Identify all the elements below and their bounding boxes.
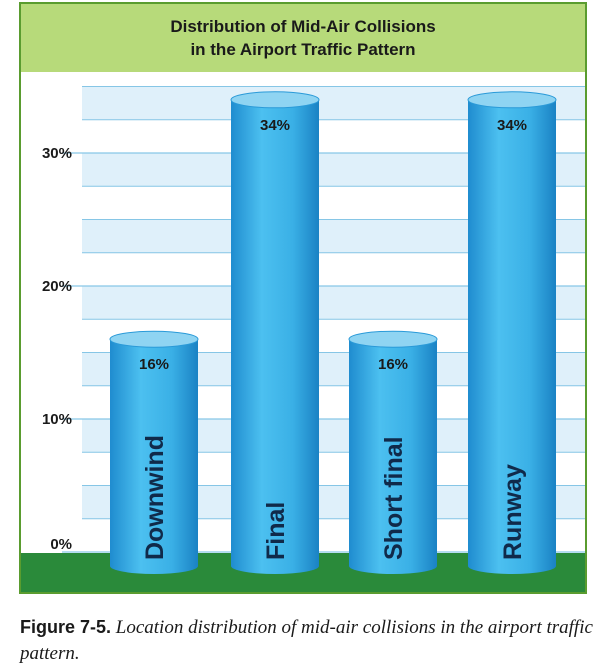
bar-body [231,99,319,575]
y-tick-label: 30% [42,145,72,162]
bar-cap [348,330,438,348]
bar-cap [109,330,199,348]
bar-body [349,339,437,574]
bars: 16% Downwind 34% Final 16% Short final 34% Runw… [109,91,557,575]
title-band [21,4,585,72]
figure-caption: Figure 7-5. Location distribution of mid… [20,614,595,667]
category-label: Final [262,502,290,560]
chart-title-line-1: Distribution of Mid-Air Collisions [170,17,435,36]
chart-figure: Distribution of Mid-Air Collisions in th… [19,2,587,594]
caption-text: Location distribution of mid-air collisi… [20,617,593,664]
bar-cap [230,91,320,109]
bar: 16% Short final [348,330,438,574]
bar: 16% Downwind [109,330,199,574]
bar-body [468,99,556,575]
data-label: 16% [139,356,169,373]
data-label: 16% [378,356,408,373]
data-label: 34% [260,117,290,134]
category-label: Downwind [141,435,169,560]
category-label: Runway [499,464,527,560]
bar-chart: Distribution of Mid-Air Collisions in th… [19,2,587,594]
bar-cap [467,91,557,109]
y-tick-label: 20% [42,278,72,295]
caption-label: Figure 7-5. [20,617,112,637]
data-label: 34% [497,117,527,134]
category-label: Short final [380,436,408,560]
chart-title-line-2: in the Airport Traffic Pattern [190,40,415,59]
y-tick-label: 10% [42,411,72,428]
bar: 34% Runway [467,91,557,575]
bar: 34% Final [230,91,320,575]
bar-body [110,339,198,574]
y-tick-label: 0% [50,536,72,553]
